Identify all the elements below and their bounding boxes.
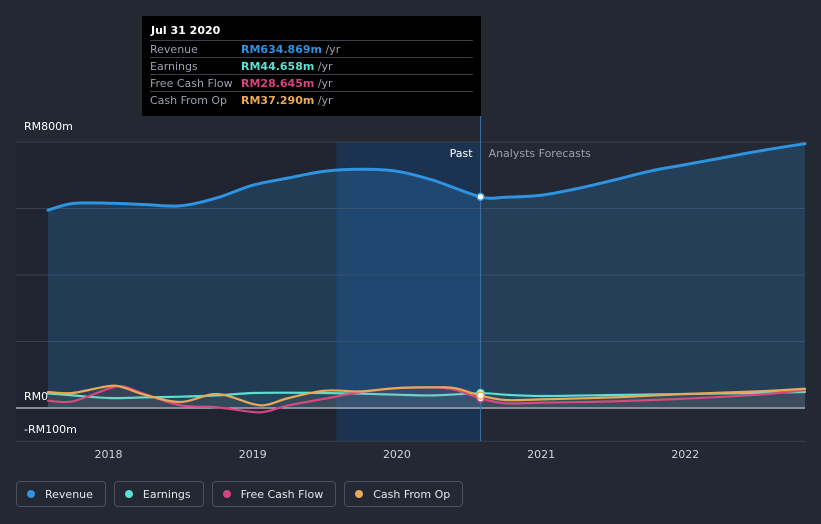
y-axis-label: -RM100m bbox=[24, 423, 77, 436]
series-line-cash-from-op bbox=[46, 384, 807, 407]
series-area-cash-from-op bbox=[48, 385, 805, 408]
series-line-free-cash-flow bbox=[46, 384, 807, 414]
x-tick-label: 2019 bbox=[239, 448, 267, 461]
tooltip-label: Earnings bbox=[150, 60, 198, 73]
series-area-free-cash-flow bbox=[48, 386, 805, 413]
tooltip-value: RM634.869m /yr bbox=[241, 43, 341, 56]
tooltip-value: RM44.658m /yr bbox=[241, 60, 333, 73]
marker-cash-from-op bbox=[476, 391, 485, 400]
y-axis-label: RM800m bbox=[24, 120, 73, 133]
legend-item-earnings[interactable]: Earnings bbox=[113, 481, 204, 507]
tooltip-row-revenue: Revenue RM634.869m /yr bbox=[150, 40, 473, 57]
tooltip: Jul 31 2020 Revenue RM634.869m /yr Earni… bbox=[142, 16, 481, 116]
legend-label: Cash From Op bbox=[373, 487, 451, 501]
legend-label: Free Cash Flow bbox=[240, 487, 324, 501]
chart: Past Analysts Forecasts RM800m RM0 -RM100m 20… bbox=[16, 116, 807, 461]
forecast-label: Analysts Forecasts bbox=[489, 147, 592, 160]
tooltip-row-cash-from-op: Cash From Op RM37.290m /yr bbox=[150, 91, 473, 108]
revenue-dot-icon bbox=[27, 490, 35, 498]
y-axis-label: RM0 bbox=[24, 390, 48, 403]
past-label: Past bbox=[450, 147, 474, 160]
legend-label: Earnings bbox=[142, 487, 191, 501]
legend-item-cash-from-op[interactable]: Cash From Op bbox=[344, 481, 464, 507]
tooltip-label: Free Cash Flow bbox=[150, 77, 233, 90]
tooltip-row-earnings: Earnings RM44.658m /yr bbox=[150, 57, 473, 74]
series-line-revenue bbox=[46, 142, 807, 212]
tooltip-label: Revenue bbox=[150, 43, 198, 56]
earnings-dot-icon bbox=[124, 490, 133, 498]
x-tick-label: 2021 bbox=[527, 448, 555, 461]
free-cash-flow-dot-icon bbox=[222, 490, 231, 498]
legend-label: Revenue bbox=[45, 487, 93, 501]
marker-revenue bbox=[476, 192, 485, 202]
cash-from-op-dot-icon bbox=[355, 490, 364, 498]
legend-item-free-cash-flow[interactable]: Free Cash Flow bbox=[211, 481, 337, 507]
x-tick-label: 2020 bbox=[383, 448, 411, 461]
tooltip-value: RM28.645m /yr bbox=[241, 77, 333, 90]
x-tick-label: 2018 bbox=[95, 448, 123, 461]
series-area-revenue bbox=[48, 143, 805, 408]
legend-item-revenue[interactable]: Revenue bbox=[16, 481, 106, 507]
tooltip-value: RM37.290m /yr bbox=[241, 94, 333, 107]
series-line-earnings bbox=[46, 390, 807, 400]
x-tick-label: 2022 bbox=[671, 448, 699, 461]
legend: Revenue Earnings Free Cash Flow Cash Fro… bbox=[16, 481, 464, 509]
tooltip-label: Cash From Op bbox=[150, 94, 228, 107]
tooltip-row-free-cash-flow: Free Cash Flow RM28.645m /yr bbox=[150, 74, 473, 91]
tooltip-date: Jul 31 2020 bbox=[151, 24, 221, 37]
